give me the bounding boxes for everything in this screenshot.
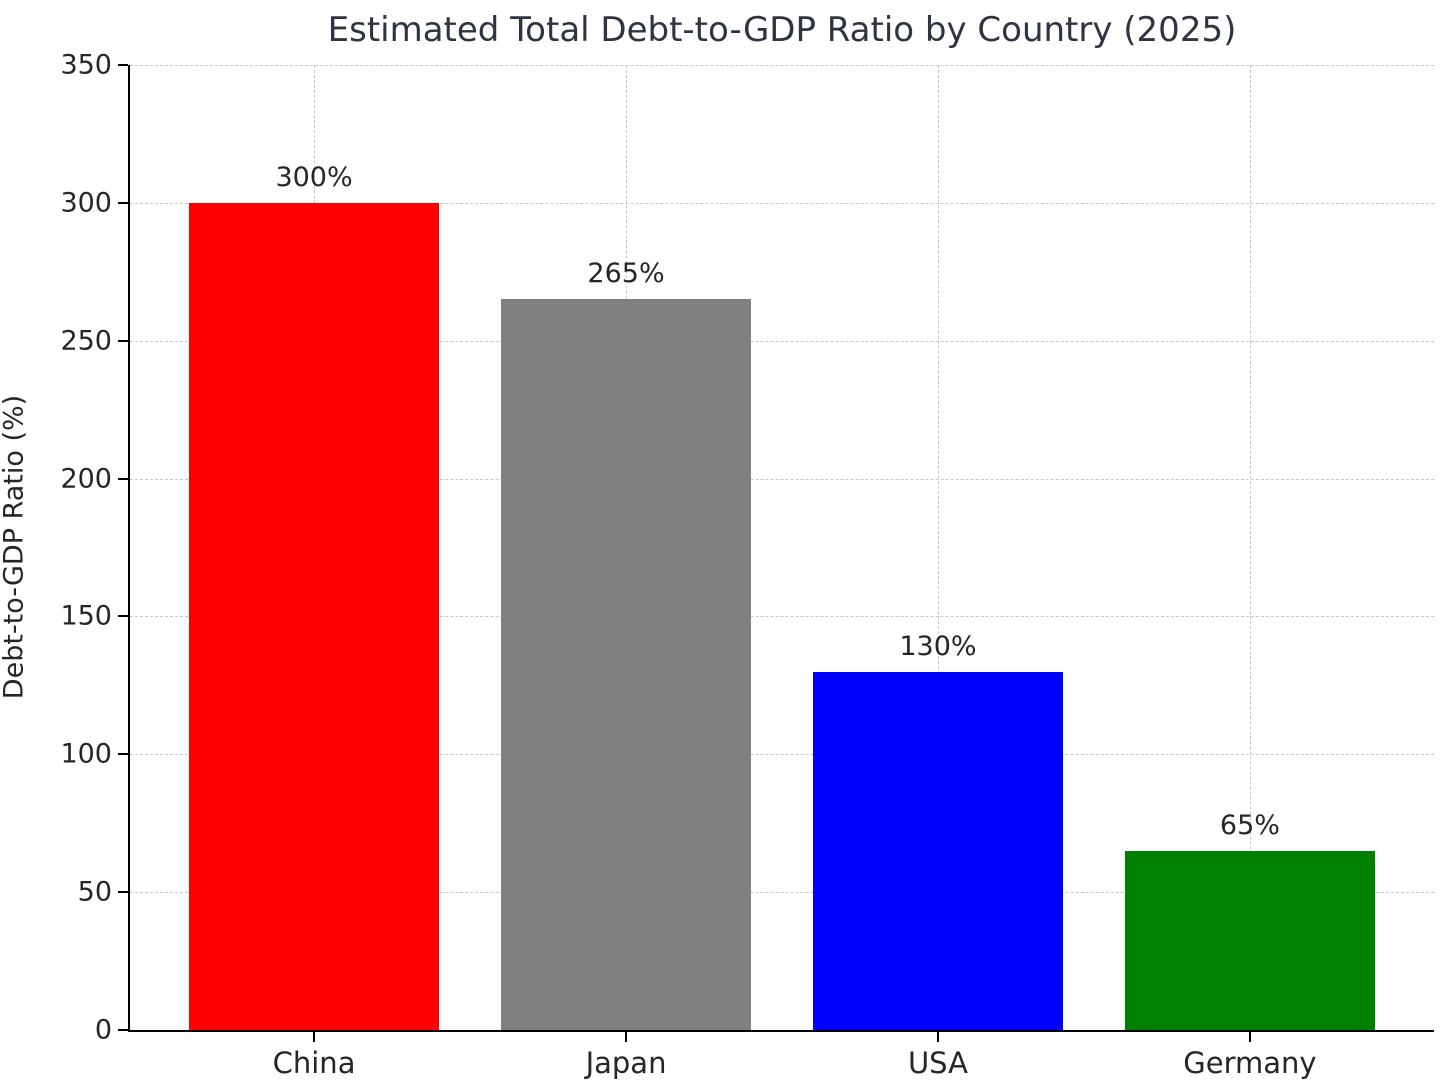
y-axis-spine	[128, 65, 130, 1032]
gridline-vertical	[937, 65, 939, 1030]
y-tick-label: 250	[60, 325, 112, 357]
bar-japan	[501, 299, 751, 1030]
bar-china	[189, 202, 439, 1030]
y-tick-label: 200	[60, 463, 112, 495]
x-tick-label-china: China	[272, 1046, 356, 1080]
x-tick-label-germany: Germany	[1183, 1046, 1317, 1080]
gridline-vertical	[1249, 65, 1251, 1030]
y-tick-mark	[118, 64, 128, 66]
x-tick-mark	[625, 1032, 628, 1042]
y-tick-mark	[118, 753, 128, 756]
bar-germany	[1125, 850, 1375, 1030]
y-tick-label: 350	[60, 49, 112, 81]
y-tick-label: 300	[60, 187, 112, 219]
gridline-horizontal	[130, 616, 1434, 618]
y-axis-label: Debt-to-GDP Ratio (%)	[0, 394, 30, 700]
x-tick-mark	[313, 1032, 316, 1042]
y-tick-mark	[118, 201, 128, 204]
gridline-horizontal	[130, 754, 1434, 756]
gridline-horizontal	[130, 340, 1434, 342]
y-tick-mark	[118, 1029, 128, 1031]
y-tick-label: 150	[60, 600, 112, 632]
gridline-horizontal	[130, 892, 1434, 894]
x-tick-mark	[936, 1032, 939, 1042]
y-tick-label: 100	[60, 738, 112, 770]
gridline-horizontal	[130, 478, 1434, 480]
y-tick-mark	[118, 615, 128, 618]
x-axis-spine	[128, 1030, 1434, 1032]
y-tick-mark	[118, 477, 128, 480]
x-tick-label-japan: Japan	[585, 1046, 667, 1080]
gridline-horizontal	[130, 65, 1434, 66]
gridline-horizontal	[130, 202, 1434, 204]
bar-usa	[813, 671, 1063, 1030]
x-tick-mark	[1248, 1032, 1251, 1042]
chart-title: Estimated Total Debt-to-GDP Ratio by Cou…	[327, 10, 1237, 50]
y-tick-label: 0	[94, 1014, 112, 1046]
y-tick-mark	[118, 339, 128, 342]
plot-area: 300% 265% 130% 65% 0 50 100 150 200 250 300 350 Chi…	[60, 50, 1434, 1080]
bar-value-label-china: 300%	[275, 161, 353, 193]
y-tick-label: 50	[77, 876, 112, 908]
bar-value-label-germany: 65%	[1219, 809, 1280, 841]
bar-value-label-japan: 265%	[587, 258, 665, 290]
x-tick-label-usa: USA	[907, 1046, 968, 1080]
bar-value-label-usa: 130%	[899, 630, 977, 662]
y-tick-mark	[118, 891, 128, 894]
